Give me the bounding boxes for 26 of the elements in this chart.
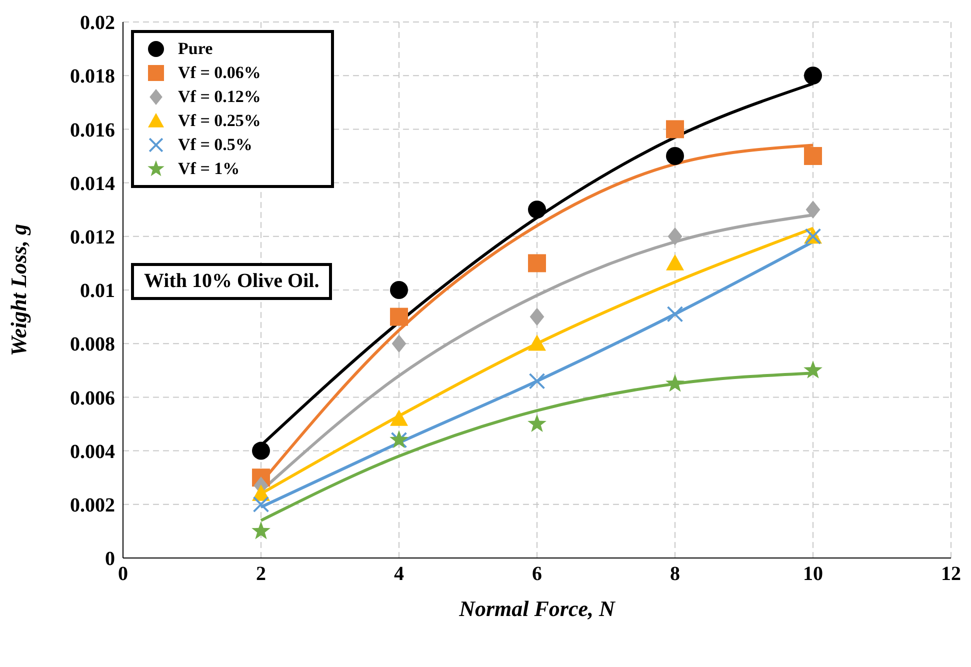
y-tick-label: 0.018 xyxy=(70,66,115,88)
x-tick-label: 10 xyxy=(803,563,823,586)
legend-label: Vf = 0.25% xyxy=(178,111,261,131)
y-axis-title: Weight Loss, g xyxy=(6,224,31,356)
legend-label: Vf = 0.12% xyxy=(178,87,261,107)
y-tick-label: 0.012 xyxy=(70,226,115,248)
legend-label: Vf = 0.06% xyxy=(178,63,261,83)
y-tick-label: 0 xyxy=(105,548,115,570)
x-tick-label: 8 xyxy=(670,563,680,586)
y-tick-label: 0.016 xyxy=(70,119,115,142)
y-tick-label: 0.008 xyxy=(70,334,115,356)
legend-label: Vf = 1% xyxy=(178,159,240,179)
legend-label: Pure xyxy=(178,39,213,59)
annotation: With 10% Olive Oil. xyxy=(131,263,332,300)
x-tick-label: 6 xyxy=(532,563,542,586)
y-tick-label: 0.006 xyxy=(70,387,115,410)
x-tick-label: 4 xyxy=(394,563,404,586)
x-tick-label: 12 xyxy=(941,563,961,586)
y-tick-label: 0.002 xyxy=(70,494,115,516)
y-tick-label: 0.014 xyxy=(70,172,115,195)
x-axis-title: Normal Force, N xyxy=(458,596,616,621)
legend-label: Vf = 0.5% xyxy=(178,135,252,155)
y-tick-label: 0.02 xyxy=(80,12,115,34)
y-tick-label: 0.01 xyxy=(80,280,115,302)
y-tick-label: 0.004 xyxy=(70,440,115,463)
x-tick-label: 2 xyxy=(256,563,266,586)
